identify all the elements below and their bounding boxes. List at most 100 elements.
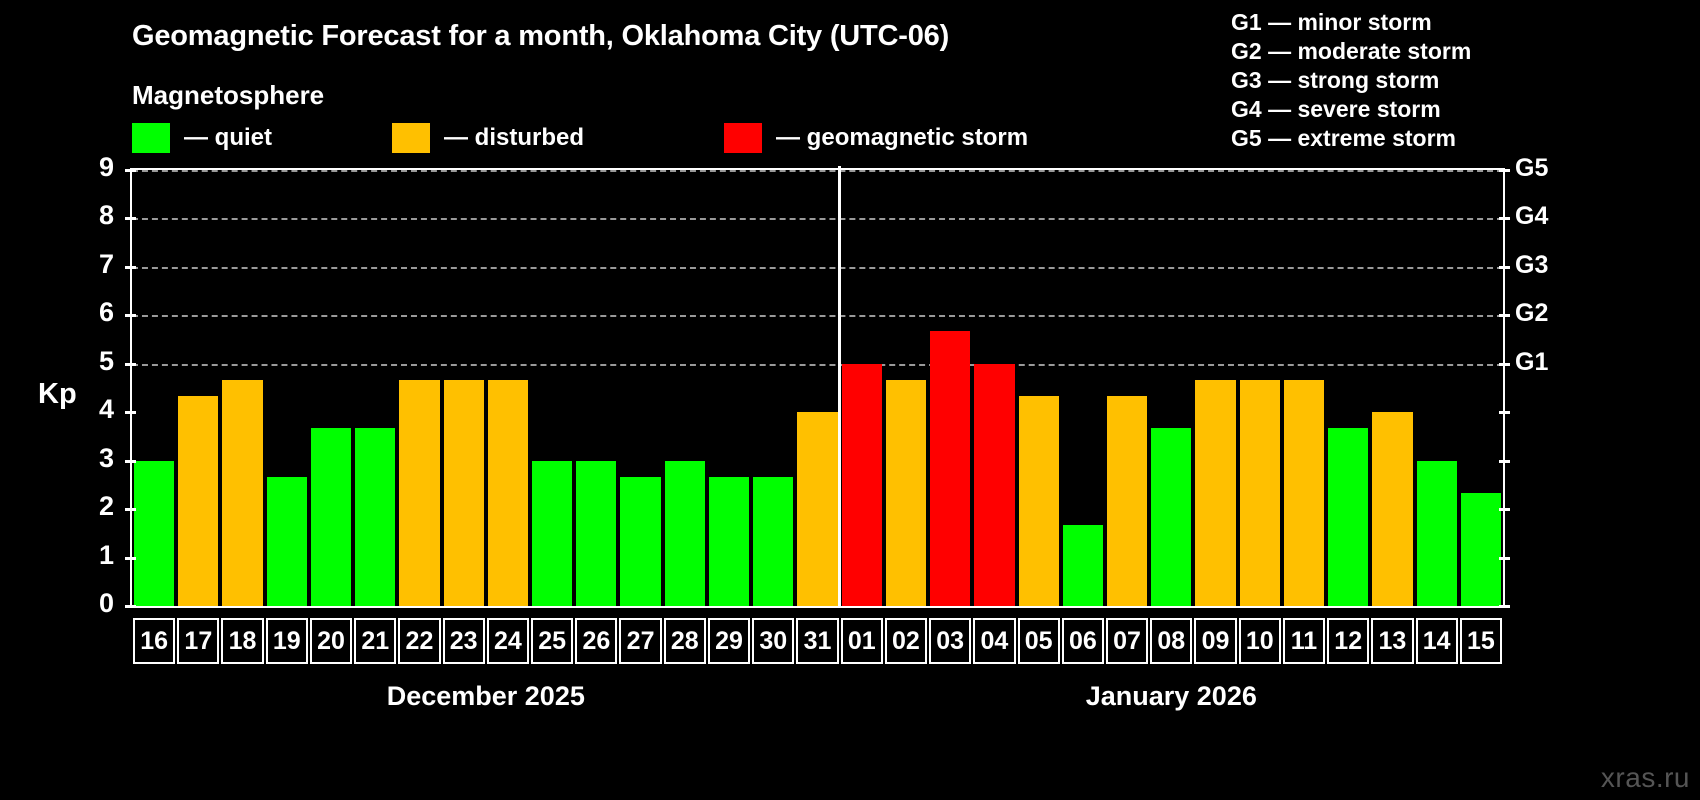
day-label-15: 15 <box>1459 618 1502 664</box>
right-axis-tick-7 <box>1499 265 1510 269</box>
day-label-09: 09 <box>1194 618 1237 664</box>
g-scale-legend: G1 — minor storm G2 — moderate storm G3 — … <box>1231 8 1471 153</box>
y-axis-tick-4 <box>125 411 136 415</box>
day-label-11: 11 <box>1282 618 1326 664</box>
legend-item-disturbed: — disturbed <box>392 122 584 154</box>
y-axis-tick-label-7: 7 <box>98 248 114 279</box>
bar-10 <box>1239 379 1280 606</box>
day-label-21: 21 <box>354 618 397 664</box>
magnetosphere-legend: — quiet — disturbed — geomagnetic storm <box>132 122 1028 154</box>
bar-04 <box>974 363 1015 606</box>
day-label-08: 08 <box>1150 618 1193 664</box>
bar-16 <box>134 460 175 606</box>
day-label-30: 30 <box>752 618 795 664</box>
bar-05 <box>1018 396 1059 606</box>
right-axis-tick-1 <box>1499 556 1510 560</box>
bar-08 <box>1151 428 1192 606</box>
y-axis-tick-label-6: 6 <box>98 297 114 328</box>
gridline-kp-7 <box>132 266 1503 269</box>
day-label-31: 31 <box>796 618 839 664</box>
g-axis-label-G4: G4 <box>1515 202 1549 231</box>
g-scale-item-1: G1 — minor storm <box>1231 9 1432 35</box>
y-axis-tick-5 <box>125 362 136 366</box>
legend-item-storm: — geomagnetic storm <box>724 122 1028 154</box>
right-axis-tick-5 <box>1499 362 1510 366</box>
day-label-17: 17 <box>177 618 220 664</box>
day-label-25: 25 <box>531 618 574 664</box>
g-scale-item-5: G5 — extreme storm <box>1231 125 1456 151</box>
right-axis-tick-2 <box>1499 508 1510 512</box>
watermark: xras.ru <box>1600 762 1690 793</box>
month-label-left: December 2025 <box>386 681 585 711</box>
bar-27 <box>620 476 661 606</box>
day-label-20: 20 <box>309 618 353 664</box>
month-label-right: January 2026 <box>1085 681 1257 711</box>
gridline-kp-5 <box>132 363 1503 366</box>
day-label-04: 04 <box>973 618 1016 664</box>
legend-label-storm: — geomagnetic storm <box>776 124 1029 151</box>
plot-area <box>130 166 1505 608</box>
y-axis-tick-label-2: 2 <box>98 491 114 522</box>
day-label-12: 12 <box>1327 618 1370 664</box>
bar-26 <box>576 460 617 606</box>
y-axis-tick-label-5: 5 <box>98 345 114 376</box>
bars-container <box>132 170 1503 606</box>
y-axis-tick-1 <box>125 556 136 560</box>
page-title: Geomagnetic Forecast for a month, Oklaho… <box>132 20 950 52</box>
legend-swatch-quiet-icon <box>132 123 170 153</box>
legend-swatch-storm-icon <box>724 123 763 153</box>
g-scale-item-2: G2 — moderate storm <box>1231 38 1472 64</box>
day-label-23: 23 <box>442 618 485 664</box>
right-axis-tick-3 <box>1499 459 1510 463</box>
day-label-14: 14 <box>1415 618 1458 664</box>
g-axis-label-G1: G1 <box>1515 347 1549 376</box>
y-axis-tick-label-1: 1 <box>98 539 114 570</box>
day-label-06: 06 <box>1061 618 1104 664</box>
bar-03 <box>930 331 971 606</box>
legend-item-quiet: — quiet <box>132 122 272 154</box>
y-axis-tick-6 <box>125 314 136 318</box>
g-scale-item-4: G4 — severe storm <box>1231 96 1441 122</box>
magnetosphere-heading: Magnetosphere <box>132 80 325 110</box>
right-axis-tick-6 <box>1499 314 1510 318</box>
right-axis-tick-0 <box>1499 605 1510 608</box>
bar-28 <box>664 460 705 606</box>
gridline-kp-9 <box>132 170 1503 172</box>
legend-label-disturbed: — disturbed <box>444 124 585 151</box>
bar-31 <box>797 412 838 606</box>
month-divider <box>838 166 842 606</box>
bar-06 <box>1062 525 1103 606</box>
bar-24 <box>487 379 529 606</box>
gridlines <box>132 170 1503 606</box>
day-label-02: 02 <box>884 618 928 664</box>
bar-11 <box>1283 379 1325 606</box>
bar-01 <box>841 363 882 606</box>
gridline-kp-8 <box>132 218 1503 221</box>
y-axis-tick-label-8: 8 <box>98 200 114 231</box>
y-axis-tick-2 <box>125 508 136 512</box>
y-axis-tick-label-0: 0 <box>98 588 114 618</box>
day-label-27: 27 <box>619 618 662 664</box>
bar-09 <box>1195 379 1236 606</box>
y-axis-tick-8 <box>125 217 136 221</box>
bar-12 <box>1328 428 1369 606</box>
y-axis-tick-label-9: 9 <box>98 152 114 182</box>
day-label-18: 18 <box>221 618 264 664</box>
bar-21 <box>355 428 396 606</box>
bar-13 <box>1372 412 1413 606</box>
legend-swatch-disturbed-icon <box>392 123 430 153</box>
bar-15 <box>1460 493 1501 606</box>
bar-20 <box>310 428 352 606</box>
legend-label-quiet: — quiet <box>184 124 272 151</box>
bar-17 <box>178 396 219 606</box>
day-label-24: 24 <box>486 618 530 664</box>
y-axis-tick-label-3: 3 <box>98 442 114 473</box>
right-axis-tick-4 <box>1499 411 1510 415</box>
y-axis-tick-7 <box>125 265 136 269</box>
bar-23 <box>443 379 484 606</box>
day-label-01: 01 <box>840 618 883 664</box>
bar-29 <box>708 476 750 606</box>
y-axis-tick-label-4: 4 <box>98 394 114 425</box>
gridline-kp-6 <box>132 315 1503 318</box>
day-label-16: 16 <box>133 618 176 664</box>
